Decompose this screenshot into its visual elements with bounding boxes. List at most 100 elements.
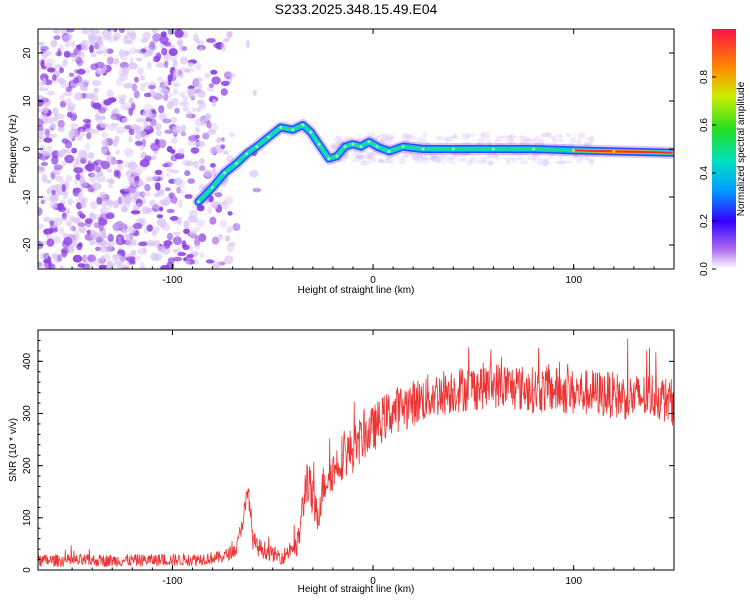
noise-speckle bbox=[42, 150, 50, 157]
haze-speckle bbox=[557, 160, 568, 164]
noise-speckle bbox=[71, 41, 76, 48]
noise-speckle bbox=[46, 238, 55, 247]
noise-speckle bbox=[223, 71, 233, 80]
haze-speckle bbox=[382, 132, 388, 139]
noise-speckle bbox=[81, 29, 90, 35]
noise-speckle bbox=[224, 255, 234, 264]
spectrogram-xtick-label: 0 bbox=[370, 275, 376, 286]
noise-speckle bbox=[144, 155, 152, 162]
snr-point bbox=[282, 556, 284, 558]
noise-speckle bbox=[40, 59, 45, 69]
noise-speckle bbox=[95, 36, 102, 43]
noise-speckle bbox=[149, 118, 157, 126]
noise-speckle bbox=[158, 105, 165, 114]
noise-speckle bbox=[77, 149, 88, 159]
snr-plot bbox=[38, 338, 674, 568]
snr-point bbox=[362, 436, 364, 438]
noise-speckle bbox=[165, 93, 174, 98]
noise-speckle bbox=[206, 87, 215, 92]
noise-speckle bbox=[52, 74, 57, 81]
noise-speckle bbox=[72, 77, 80, 85]
noise-speckle bbox=[176, 186, 182, 194]
noise-speckle bbox=[220, 144, 226, 149]
noise-speckle bbox=[94, 166, 102, 173]
noise-speckle bbox=[123, 50, 130, 56]
noise-speckle bbox=[212, 98, 217, 107]
noise-speckle bbox=[202, 132, 210, 140]
haze-speckle bbox=[460, 152, 467, 157]
ridge-point bbox=[327, 157, 331, 161]
haze-speckle bbox=[378, 159, 388, 164]
noise-speckle bbox=[89, 176, 97, 182]
snr-panel: -100 0 100 0 100 200 300 400 Height of straight… bbox=[8, 329, 675, 595]
noise-speckle bbox=[108, 179, 116, 185]
ridge-point bbox=[532, 147, 535, 151]
noise-speckle bbox=[49, 202, 56, 209]
noise-speckle bbox=[166, 101, 174, 110]
noise-speckle bbox=[64, 154, 75, 164]
haze-speckle bbox=[494, 137, 499, 144]
noise-speckle bbox=[100, 255, 105, 262]
noise-speckle bbox=[183, 228, 190, 234]
noise-speckle bbox=[120, 229, 128, 234]
haze-speckle bbox=[466, 159, 473, 166]
haze-speckle bbox=[372, 135, 378, 141]
ridge-point bbox=[612, 150, 616, 153]
noise-speckle bbox=[207, 206, 212, 215]
noise-speckle bbox=[59, 180, 69, 187]
noise-speckle bbox=[128, 178, 135, 185]
haze-speckle bbox=[376, 133, 385, 139]
noise-speckle bbox=[57, 150, 64, 158]
noise-speckle bbox=[124, 125, 132, 130]
snr-point bbox=[300, 522, 302, 524]
noise-speckle bbox=[115, 77, 124, 87]
noise-speckle bbox=[124, 39, 133, 45]
noise-speckle bbox=[72, 254, 83, 263]
noise-speckle bbox=[205, 112, 212, 121]
noise-speckle bbox=[58, 226, 65, 235]
noise-speckle bbox=[103, 253, 111, 261]
noise-speckle bbox=[196, 204, 205, 212]
haze-speckle bbox=[329, 144, 340, 149]
snr-ytick-label: 300 bbox=[22, 405, 33, 422]
snr-point bbox=[472, 386, 474, 388]
noise-speckle bbox=[43, 252, 50, 261]
noise-speckle bbox=[141, 81, 150, 87]
noise-speckle bbox=[211, 236, 220, 245]
noise-speckle bbox=[49, 220, 55, 226]
haze-speckle bbox=[555, 160, 561, 165]
noise-speckle bbox=[125, 169, 135, 178]
noise-speckle bbox=[52, 236, 61, 244]
noise-speckle bbox=[56, 113, 65, 120]
noise-speckle bbox=[135, 255, 141, 261]
noise-speckle bbox=[179, 56, 189, 65]
haze-speckle bbox=[384, 135, 390, 141]
noise-speckle bbox=[154, 169, 163, 175]
ridge-point bbox=[197, 200, 200, 204]
noise-speckle bbox=[194, 243, 201, 250]
noise-speckle bbox=[185, 254, 194, 261]
snr-ytick-label: 100 bbox=[22, 509, 33, 526]
colorbar-tick-label: 0.2 bbox=[699, 214, 710, 228]
spectrogram-ytick-label: 0 bbox=[22, 146, 33, 152]
snr-ylabel: SNR (10 * v/v) bbox=[8, 418, 19, 482]
noise-speckle bbox=[186, 110, 192, 119]
noise-speckle bbox=[106, 262, 115, 268]
noise-speckle bbox=[98, 223, 104, 232]
haze-speckle bbox=[342, 154, 349, 159]
snr-point bbox=[272, 553, 274, 555]
noise-speckle bbox=[48, 194, 59, 203]
noise-speckle bbox=[89, 129, 100, 135]
noise-speckle bbox=[208, 83, 214, 89]
noise-speckle bbox=[166, 208, 175, 214]
noise-speckle bbox=[106, 56, 114, 66]
snr-point bbox=[553, 389, 555, 391]
ridge-point bbox=[235, 162, 239, 165]
noise-speckle bbox=[129, 259, 136, 265]
noise-speckle bbox=[188, 245, 193, 252]
noise-speckle bbox=[99, 122, 109, 128]
noise-speckle bbox=[65, 220, 72, 227]
noise-speckle bbox=[198, 165, 206, 172]
ridge-point bbox=[211, 186, 214, 189]
noise-speckle bbox=[162, 79, 169, 88]
